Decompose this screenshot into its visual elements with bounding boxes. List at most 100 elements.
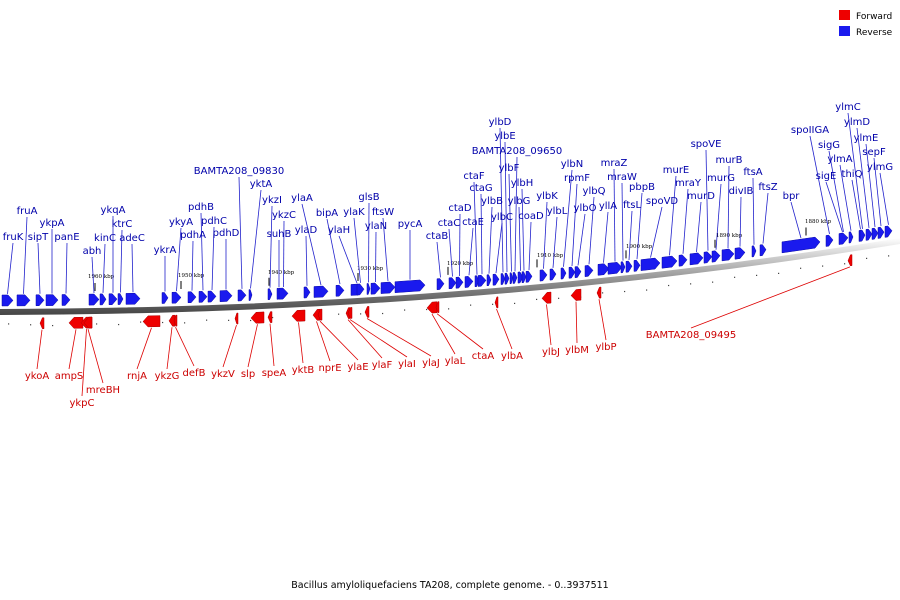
reverse-gene-leader — [825, 181, 843, 233]
track-dot — [536, 298, 538, 301]
reverse-gene-arrow — [597, 263, 610, 276]
forward-gene-label: ylaE — [347, 362, 368, 373]
legend-forward-label: Forward — [856, 12, 892, 22]
track-dot — [888, 255, 890, 257]
forward-gene-leader — [546, 304, 552, 346]
reverse-gene-leader — [865, 143, 876, 228]
reverse-gene-leader — [727, 165, 730, 249]
reverse-gene-arrow — [517, 271, 524, 284]
forward-gene-leader — [598, 299, 607, 341]
reverse-gene-arrow — [512, 272, 518, 284]
reverse-gene-arrow — [486, 274, 492, 287]
track-dot — [382, 312, 384, 315]
reverse-gene-leader — [752, 177, 755, 245]
reverse-gene-leader — [480, 193, 483, 275]
reverse-gene-leader — [326, 218, 341, 285]
track-dot — [558, 297, 560, 299]
track-dot — [250, 319, 252, 322]
forward-gene-label: ylbP — [595, 342, 616, 353]
reverse-gene-label: coaD — [518, 211, 544, 222]
forward-gene-leader — [87, 329, 104, 384]
reverse-gene-leader — [636, 192, 643, 260]
forward-gene-label: defB — [183, 368, 206, 379]
reverse-gene-arrow — [640, 257, 661, 271]
reverse-gene-arrow — [455, 276, 464, 289]
reverse-gene-leader — [856, 127, 870, 229]
reverse-gene-arrow — [448, 277, 457, 290]
reverse-gene-arrow — [859, 229, 866, 242]
forward-gene-label: ylaF — [372, 360, 393, 371]
track-dot — [404, 309, 406, 311]
reverse-gene-leader — [301, 203, 322, 286]
track-dot — [426, 308, 428, 311]
forward-gene-label: rnjA — [127, 371, 147, 382]
track-dot — [162, 321, 164, 324]
forward-gene-label: ylaL — [445, 356, 466, 367]
reverse-gene-label: bpr — [783, 191, 801, 202]
forward-gene-leader — [175, 326, 195, 367]
forward-gene-label: ampS — [55, 371, 84, 382]
reverse-gene-arrow — [500, 273, 506, 285]
reverse-gene-label: ylbE — [494, 131, 515, 142]
reverse-gene-arrow — [237, 289, 247, 302]
reverse-gene-arrow — [370, 282, 381, 295]
track-dot — [52, 324, 54, 327]
reverse-gene-label: ykzI — [262, 195, 282, 206]
reverse-gene-label: BAMTA208_09650 — [472, 146, 562, 157]
reverse-gene-label: ylmD — [844, 117, 870, 128]
reverse-gene-arrows — [1, 225, 893, 307]
reverse-gene-label: suhB — [267, 229, 292, 240]
reverse-gene-leader — [528, 221, 532, 271]
reverse-gene-leader — [382, 217, 389, 282]
reverse-gene-leader — [514, 156, 518, 272]
forward-gene-arrow — [570, 288, 582, 301]
reverse-gene-label: ctaE — [462, 217, 484, 228]
reverse-gene-label: glsB — [358, 192, 379, 203]
reverse-gene-arrow — [781, 236, 821, 254]
reverse-gene-label: kinC — [94, 233, 116, 244]
reverse-gene-leader — [131, 243, 134, 293]
track-dot — [844, 263, 846, 265]
forward-gene-arrow — [541, 291, 552, 304]
reverse-gene-arrow — [436, 278, 445, 290]
reverse-gene-label: ylmC — [835, 102, 860, 113]
reverse-gene-label: yllA — [599, 201, 617, 212]
forward-gene-leader — [347, 319, 383, 359]
track-dot — [690, 283, 692, 285]
forward-gene-arrow — [234, 312, 239, 325]
forward-gene-leader — [690, 266, 851, 329]
reverse-gene-leader — [120, 229, 123, 293]
reverse-gene-leader — [613, 168, 616, 262]
forward-gene-label: ylbJ — [542, 347, 560, 358]
forward-gene-arrow — [317, 308, 323, 321]
reverse-gene-leader — [250, 189, 262, 289]
reverse-gene-label: ftsA — [743, 167, 762, 178]
reverse-gene-leader — [628, 210, 633, 261]
reverse-gene-arrow — [1, 294, 14, 307]
reverse-gene-arrow — [16, 294, 31, 307]
track-dot — [646, 289, 648, 291]
forward-gene-arrow — [435, 301, 440, 313]
reverse-gene-leader — [577, 213, 586, 266]
forward-gene-label: ykzG — [155, 371, 180, 382]
reverse-gene-arrow — [607, 262, 623, 275]
track-dot — [602, 292, 604, 294]
forward-gene-leader — [166, 327, 173, 370]
reverse-gene-arrow — [187, 291, 197, 304]
reverse-gene-label: ykzC — [272, 210, 296, 221]
reverse-gene-leader — [37, 242, 41, 294]
reverse-gene-arrow — [678, 254, 688, 267]
reverse-gene-arrow — [45, 294, 59, 306]
forward-gene-leader — [366, 318, 432, 357]
reverse-gene-label: ylaA — [291, 193, 313, 204]
reverse-gene-arrow — [848, 231, 854, 244]
forward-gene-arrow — [596, 286, 602, 299]
reverse-gene-leader — [495, 222, 503, 274]
forward-gene-leader — [316, 321, 331, 362]
track-dot — [96, 323, 98, 325]
ruler-labels: 1960 kbp 1950 kbp 1940 kbp 1930 kbp 1920 kbp… — [88, 219, 832, 280]
reverse-gene-label: ctaD — [448, 203, 472, 214]
reverse-gene-leader — [588, 196, 595, 265]
reverse-gene-leader — [790, 201, 802, 239]
track-dot — [712, 281, 714, 283]
